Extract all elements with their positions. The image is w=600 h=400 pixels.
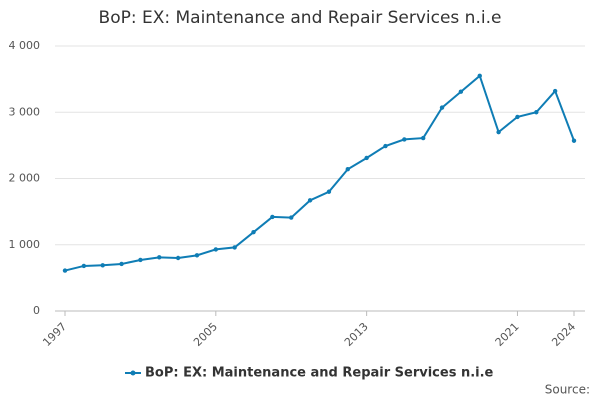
point bbox=[496, 129, 501, 135]
point bbox=[119, 261, 124, 267]
point bbox=[364, 155, 369, 161]
legend-label: BoP: EX: Maintenance and Repair Services… bbox=[145, 366, 494, 381]
point bbox=[138, 257, 143, 263]
point bbox=[326, 189, 332, 194]
y-tick-label: 1 000 bbox=[9, 238, 41, 251]
point bbox=[515, 114, 520, 120]
point bbox=[345, 167, 350, 172]
y-tick-label: 4 000 bbox=[9, 39, 41, 52]
source: Source: bbox=[545, 383, 590, 397]
point bbox=[100, 263, 105, 268]
y-tick-label: 2 000 bbox=[9, 172, 41, 185]
x-tick-label: 2021 bbox=[493, 320, 522, 349]
point bbox=[307, 198, 313, 203]
point bbox=[232, 245, 237, 250]
x-tick-label: 2005 bbox=[191, 320, 220, 349]
point bbox=[194, 253, 200, 258]
y-tick-label: 3 000 bbox=[9, 105, 41, 118]
point bbox=[62, 268, 68, 273]
point bbox=[270, 214, 275, 220]
point bbox=[383, 143, 388, 149]
x-tick-label: 2024 bbox=[549, 320, 578, 349]
point bbox=[439, 105, 445, 110]
point bbox=[571, 138, 577, 143]
point bbox=[157, 255, 162, 260]
line bbox=[64, 74, 575, 272]
point bbox=[402, 137, 407, 142]
point bbox=[458, 89, 464, 94]
chart-title: BoP: EX: Maintenance and Repair Services… bbox=[99, 8, 502, 28]
point bbox=[81, 263, 87, 269]
point bbox=[213, 247, 219, 252]
x-tick-label: 2013 bbox=[342, 320, 371, 349]
x-tick-label: 1997 bbox=[40, 320, 69, 349]
point bbox=[420, 135, 426, 141]
legend-marker bbox=[130, 370, 136, 376]
point bbox=[534, 110, 539, 115]
y-tick-label: 0 bbox=[33, 304, 40, 317]
point bbox=[477, 73, 482, 79]
point bbox=[289, 215, 294, 220]
point bbox=[251, 229, 256, 235]
point bbox=[552, 88, 558, 94]
point bbox=[175, 255, 181, 261]
